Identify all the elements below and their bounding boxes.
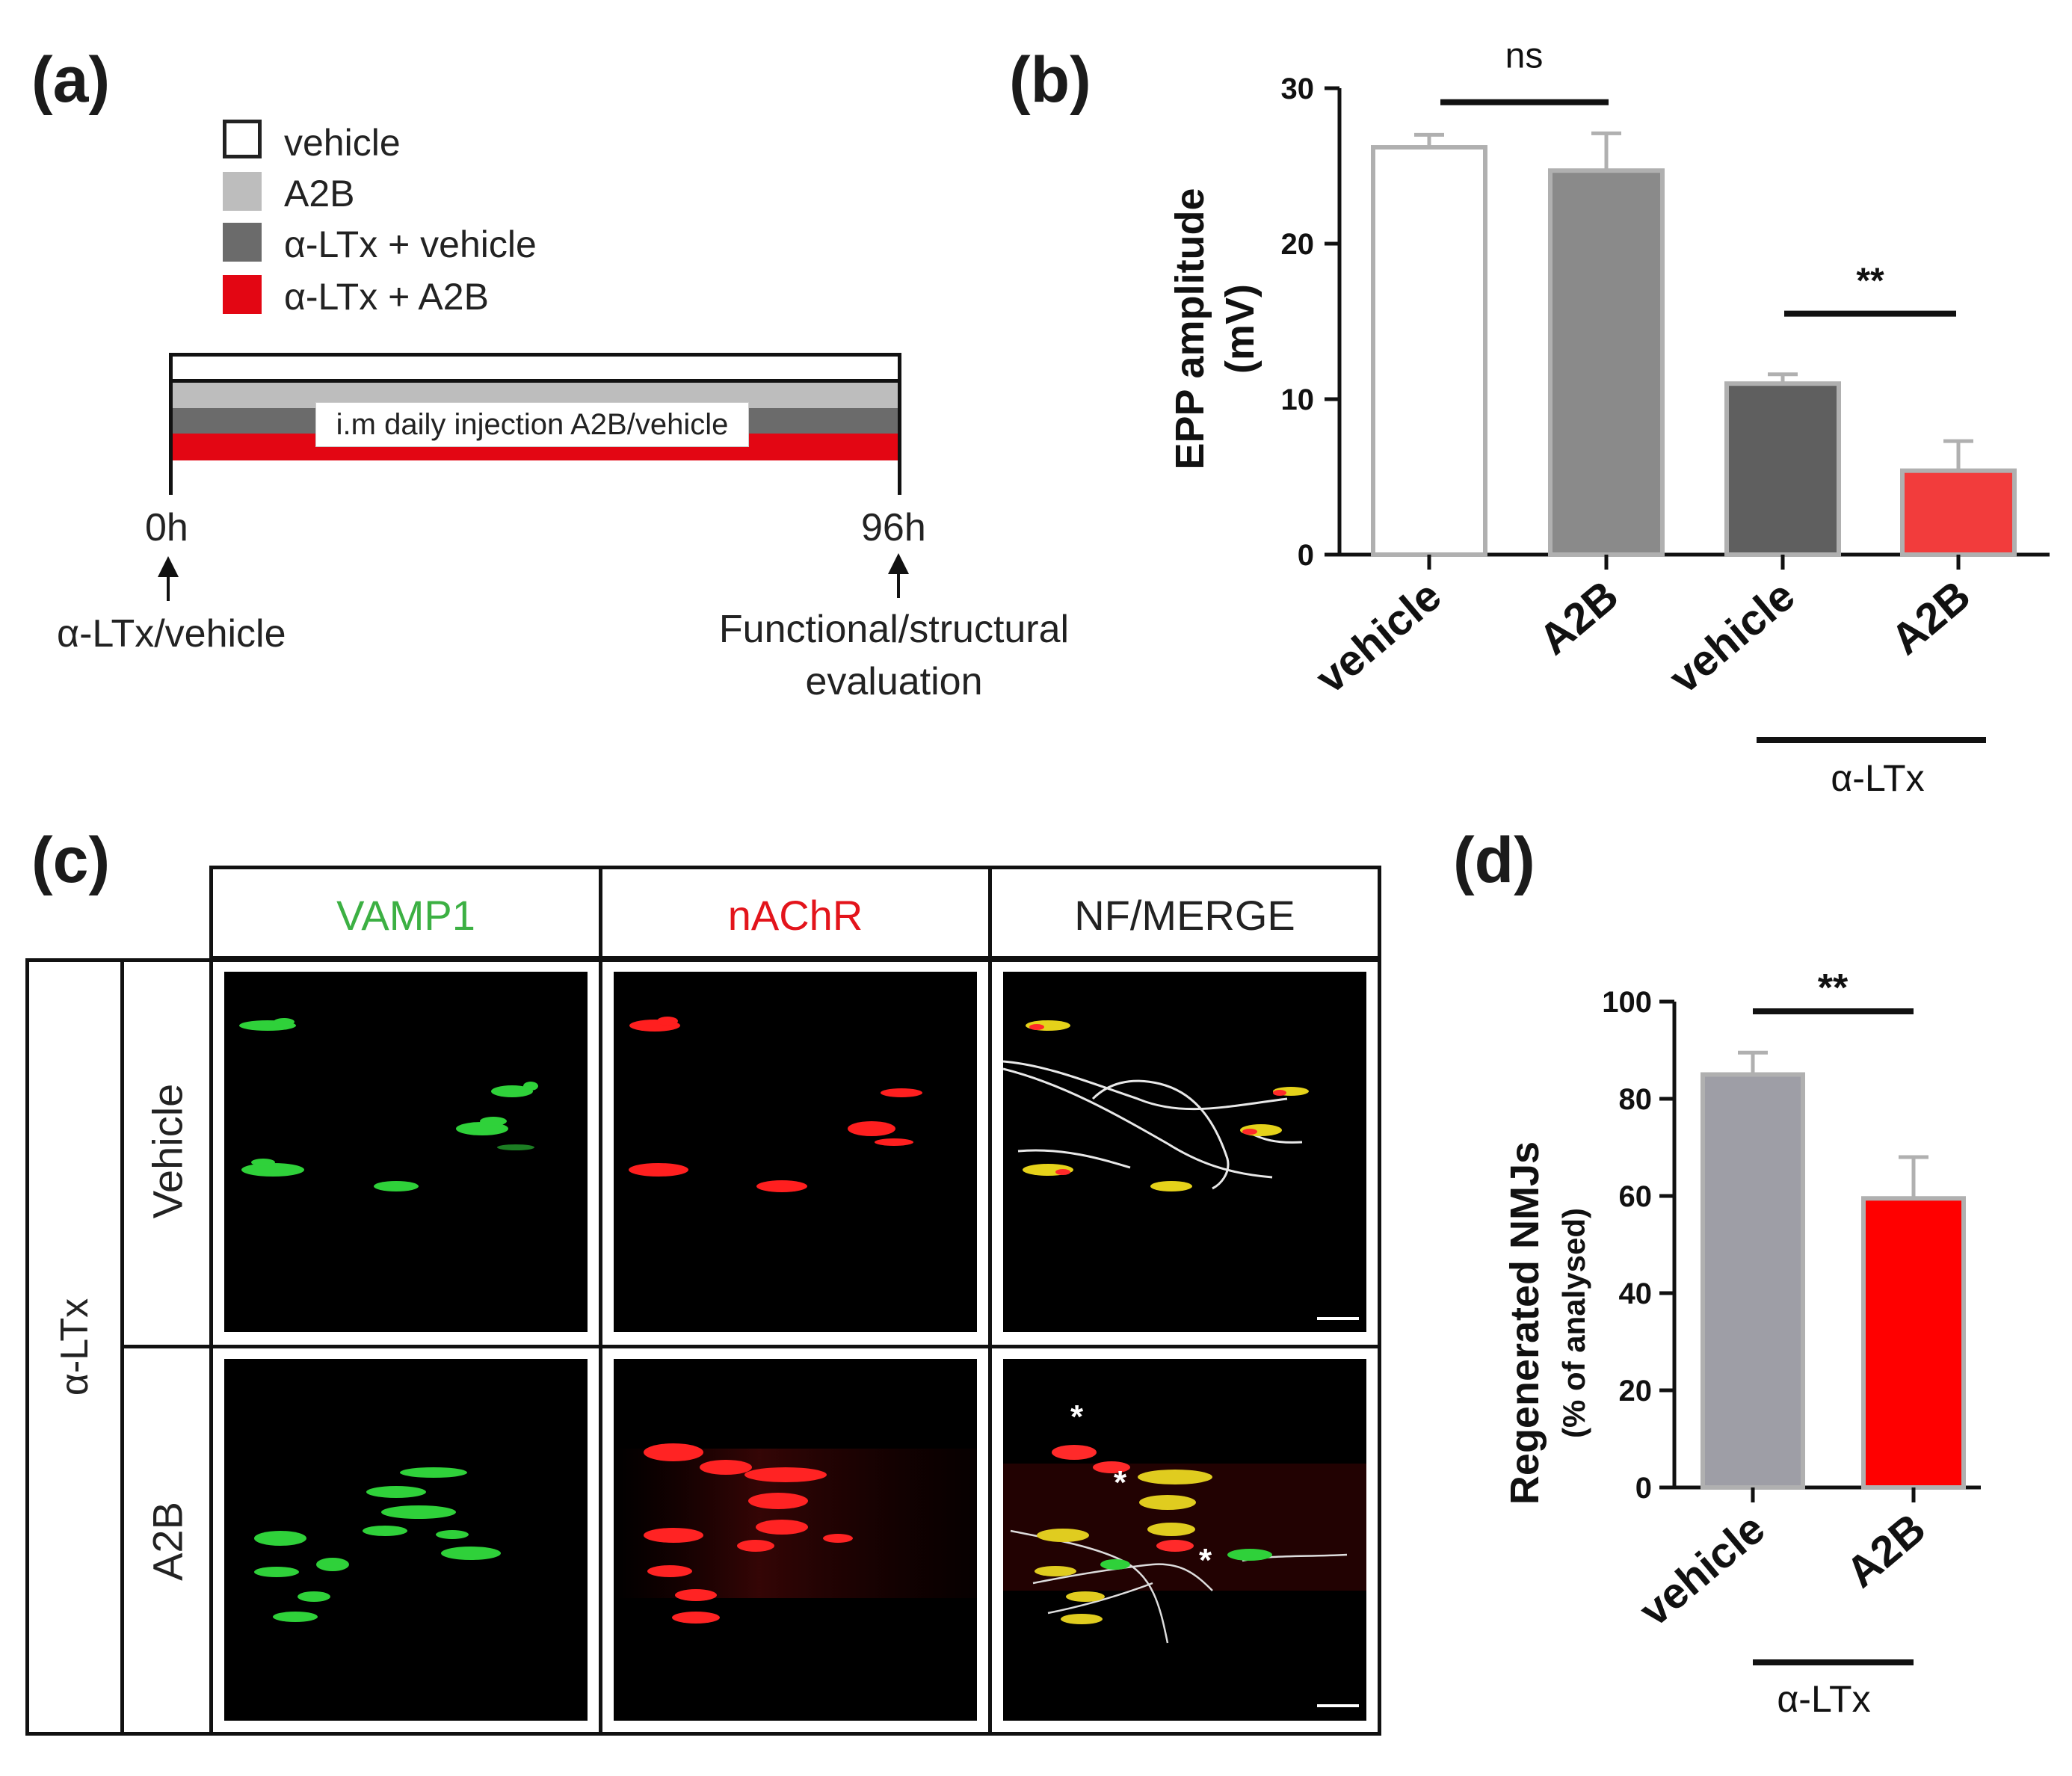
timeline-text: i.m daily injection A2B/vehicle [336, 408, 729, 441]
chart-d-xtick-label: A2B [1837, 1504, 1935, 1597]
chart-d: 0 20 40 60 80 100 Regenerated NMJs (% of analys… [1502, 966, 1981, 1720]
chart-d-bar [1701, 1072, 1805, 1490]
chart-b-xtick-label: vehicle [1660, 571, 1804, 703]
col-header-vamp1: VAMP1 [336, 892, 475, 939]
chart-d-ylabel-line1: Regenerated NMJs [1502, 1141, 1547, 1505]
col-header-nfmerge-box: NF/MERGE [988, 866, 1381, 960]
chart-b-bar [1724, 381, 1841, 558]
micrograph-vehicle-merge [1003, 972, 1366, 1332]
chart-b-ylabel-line1: EPP amplitude [1168, 188, 1212, 469]
micrograph-vehicle-nachr [614, 972, 977, 1332]
timeline: i.m daily injection A2B/vehicle [169, 353, 901, 495]
chart-b-xtick-label: vehicle [1307, 571, 1450, 703]
col-header-nachr-box: nAChR [599, 866, 992, 960]
chart-b-ytick-label: 30 [1281, 73, 1315, 105]
row-header-vehicle: Vehicle [144, 1083, 191, 1219]
chart-b-sig-label-1: ns [1505, 37, 1544, 76]
col-header-nfmerge: NF/MERGE [1074, 892, 1295, 939]
chart-b-bar [1371, 145, 1487, 558]
end-event-line2: evaluation [805, 660, 983, 703]
chart-b-bar [1900, 468, 2017, 557]
col-header-vamp1-box: VAMP1 [209, 866, 602, 960]
chart-b-ytick-label: 20 [1281, 228, 1315, 261]
timeline-band-vehicle [169, 353, 901, 383]
chart-d-ylabel-line2: (% of analysed) [1556, 1208, 1591, 1438]
panel-c-letter: (c) [31, 824, 111, 896]
chart-d-sig-label: ** [1818, 966, 1849, 1010]
start-event-label: α-LTx/vehicle [57, 612, 286, 656]
arrow-up-end-icon [888, 553, 909, 574]
micrograph-a2b-merge: * * * [1003, 1359, 1366, 1721]
chart-b-ytick-label: 0 [1298, 539, 1314, 572]
arrow-up-start-icon [158, 556, 179, 577]
chart-d-ytick-label: 40 [1619, 1277, 1653, 1310]
end-event-line1: Functional/structural [718, 608, 1070, 651]
chart-d-xtick-label: vehicle [1630, 1504, 1774, 1635]
asterisk-1: * [1070, 1399, 1084, 1435]
chart-b-bar [1548, 168, 1665, 558]
legend-swatch-vehicle [223, 120, 262, 158]
chart-d-ytick-label: 20 [1619, 1375, 1653, 1407]
timeline-left-tick [169, 353, 173, 495]
row-header-a2b-box [120, 1345, 213, 1736]
timeline-start-label: 0h [145, 506, 188, 549]
chart-b-xtick-label: A2B [1530, 571, 1628, 664]
row-header-a2b: A2B [144, 1502, 191, 1581]
chart-b: 0 10 20 30 EPP amplitude (mV) vehicle A2B vehicl… [1168, 37, 2050, 799]
row-group-box [25, 958, 124, 1736]
legend-label-altx-a2b: α-LTx + A2B [284, 276, 489, 318]
timeline-right-tick [898, 353, 901, 495]
col-header-nachr: nAChR [727, 892, 863, 939]
chart-d-ytick-label: 0 [1635, 1472, 1652, 1505]
legend-label-a2b: A2B [284, 173, 355, 215]
asterisk-3: * [1199, 1542, 1212, 1579]
chart-d-ytick-label: 60 [1619, 1180, 1653, 1213]
chart-b-sig-label-2: ** [1856, 262, 1884, 301]
legend-swatch-altx-a2b [223, 275, 262, 314]
chart-d-ytick-label: 100 [1602, 986, 1652, 1019]
legend-label-vehicle: vehicle [284, 122, 401, 164]
chart-b-group-label: α-LTx [1831, 757, 1924, 799]
legend-label-altx-vehicle: α-LTx + vehicle [284, 223, 537, 265]
legend-swatch-altx-vehicle [223, 223, 262, 262]
timeline-text-box: i.m daily injection A2B/vehicle [315, 402, 749, 447]
asterisk-2: * [1114, 1464, 1127, 1501]
panel-d-letter: (d) [1453, 824, 1535, 896]
chart-b-ytick-label: 10 [1281, 383, 1315, 416]
arrow-shaft-end [897, 573, 900, 598]
chart-d-bar [1861, 1196, 1966, 1490]
micrograph-a2b-vamp1 [224, 1359, 588, 1721]
chart-b-ylabel-line2: (mV) [1218, 284, 1262, 374]
row-group-label: α-LTx [53, 1298, 96, 1396]
chart-d-group-label: α-LTx [1777, 1678, 1870, 1720]
chart-b-xtick-label: A2B [1882, 571, 1980, 664]
chart-d-ytick-label: 80 [1619, 1083, 1653, 1116]
micrograph-a2b-nachr [614, 1359, 977, 1721]
arrow-shaft-start [167, 576, 170, 601]
micrograph-vehicle-vamp1 [224, 972, 588, 1332]
panel-a-letter: (a) [31, 44, 111, 116]
timeline-end-label: 96h [861, 506, 926, 549]
panel-b-letter: (b) [1009, 44, 1091, 116]
legend-swatch-a2b [223, 172, 262, 211]
